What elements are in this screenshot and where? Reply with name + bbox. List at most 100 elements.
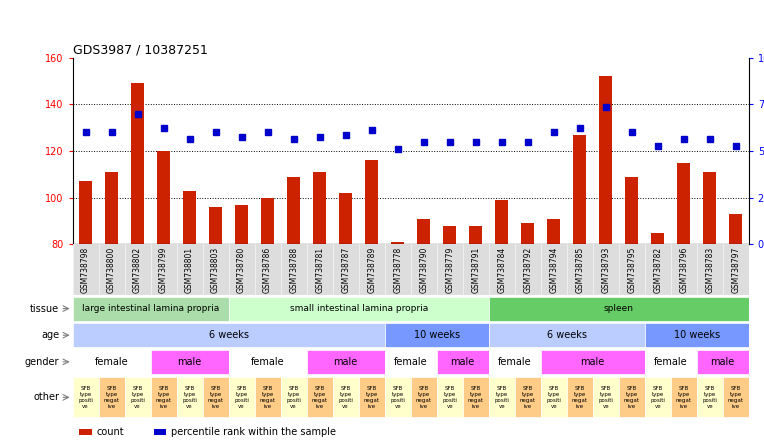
Bar bbox=[228, 297, 489, 321]
Bar bbox=[384, 350, 437, 374]
Text: GSM738789: GSM738789 bbox=[367, 247, 376, 293]
Text: SFB
type
positi
ve: SFB type positi ve bbox=[130, 386, 145, 408]
Bar bbox=[723, 377, 749, 417]
Text: GDS3987 / 10387251: GDS3987 / 10387251 bbox=[73, 44, 208, 56]
Bar bbox=[125, 377, 151, 417]
Text: female: female bbox=[251, 357, 284, 367]
Text: female: female bbox=[654, 357, 688, 367]
Text: GSM738781: GSM738781 bbox=[315, 247, 324, 293]
Text: SFB
type
negat
ive: SFB type negat ive bbox=[260, 386, 276, 408]
Bar bbox=[151, 350, 228, 374]
Text: GSM738783: GSM738783 bbox=[705, 247, 714, 293]
Text: SFB
type
negat
ive: SFB type negat ive bbox=[468, 386, 484, 408]
Bar bbox=[515, 377, 541, 417]
Bar bbox=[651, 233, 664, 244]
Text: GSM738790: GSM738790 bbox=[419, 247, 428, 293]
Bar bbox=[729, 214, 742, 244]
Text: SFB
type
positi
ve: SFB type positi ve bbox=[286, 386, 301, 408]
Text: GSM738796: GSM738796 bbox=[679, 247, 688, 293]
Text: GSM738795: GSM738795 bbox=[627, 247, 636, 293]
Bar bbox=[599, 76, 612, 244]
Text: SFB
type
negat
ive: SFB type negat ive bbox=[364, 386, 380, 408]
Bar bbox=[339, 193, 352, 244]
Text: SFB
type
negat
ive: SFB type negat ive bbox=[156, 386, 172, 408]
Bar bbox=[73, 297, 228, 321]
Text: gender: gender bbox=[24, 357, 59, 367]
Text: GSM738798: GSM738798 bbox=[81, 247, 90, 293]
Bar bbox=[228, 350, 306, 374]
Bar bbox=[645, 377, 671, 417]
Bar bbox=[183, 190, 196, 244]
Text: male: male bbox=[711, 357, 735, 367]
Text: SFB
type
negat
ive: SFB type negat ive bbox=[208, 386, 224, 408]
Text: GSM738778: GSM738778 bbox=[393, 247, 402, 293]
Text: SFB
type
positi
ve: SFB type positi ve bbox=[182, 386, 197, 408]
Text: GSM738791: GSM738791 bbox=[471, 247, 480, 293]
Text: spleen: spleen bbox=[604, 304, 633, 313]
Bar bbox=[154, 429, 166, 436]
Bar bbox=[547, 218, 560, 244]
Bar bbox=[619, 377, 645, 417]
Text: female: female bbox=[393, 357, 428, 367]
Text: SFB
type
positi
ve: SFB type positi ve bbox=[390, 386, 405, 408]
Bar bbox=[105, 172, 118, 244]
Bar bbox=[521, 223, 534, 244]
Bar bbox=[365, 160, 378, 244]
Bar bbox=[697, 350, 749, 374]
Bar bbox=[541, 350, 645, 374]
Bar bbox=[306, 377, 332, 417]
Text: 6 weeks: 6 weeks bbox=[209, 330, 248, 340]
Text: SFB
type
negat
ive: SFB type negat ive bbox=[520, 386, 536, 408]
Text: male: male bbox=[581, 357, 605, 367]
Bar bbox=[202, 377, 228, 417]
Text: count: count bbox=[96, 427, 124, 437]
Bar bbox=[677, 163, 690, 244]
Text: age: age bbox=[41, 330, 59, 340]
Bar bbox=[411, 377, 437, 417]
Bar bbox=[567, 377, 593, 417]
Bar bbox=[469, 226, 482, 244]
Bar bbox=[625, 177, 638, 244]
Text: GSM738793: GSM738793 bbox=[601, 247, 610, 293]
Text: SFB
type
positi
ve: SFB type positi ve bbox=[494, 386, 509, 408]
Text: SFB
type
negat
ive: SFB type negat ive bbox=[623, 386, 639, 408]
Bar bbox=[287, 177, 300, 244]
Bar bbox=[645, 323, 749, 347]
Bar bbox=[79, 429, 92, 436]
Text: GSM738792: GSM738792 bbox=[523, 247, 533, 293]
Bar bbox=[391, 242, 404, 244]
Bar bbox=[254, 377, 280, 417]
Bar bbox=[703, 172, 716, 244]
Bar bbox=[313, 172, 326, 244]
Bar bbox=[593, 377, 619, 417]
Text: SFB
type
positi
ve: SFB type positi ve bbox=[598, 386, 613, 408]
Text: GSM738794: GSM738794 bbox=[549, 247, 558, 293]
Bar bbox=[73, 323, 384, 347]
Text: GSM738786: GSM738786 bbox=[263, 247, 272, 293]
Text: GSM738799: GSM738799 bbox=[159, 247, 168, 293]
Bar bbox=[573, 135, 586, 244]
Text: male: male bbox=[177, 357, 202, 367]
Text: SFB
type
negat
ive: SFB type negat ive bbox=[675, 386, 691, 408]
Text: SFB
type
negat
ive: SFB type negat ive bbox=[104, 386, 120, 408]
Text: 6 weeks: 6 weeks bbox=[547, 330, 587, 340]
Text: SFB
type
negat
ive: SFB type negat ive bbox=[312, 386, 328, 408]
Text: GSM738780: GSM738780 bbox=[237, 247, 246, 293]
Text: small intestinal lamina propria: small intestinal lamina propria bbox=[290, 304, 428, 313]
Bar bbox=[417, 218, 430, 244]
Text: female: female bbox=[95, 357, 128, 367]
Text: male: male bbox=[334, 357, 358, 367]
Bar bbox=[131, 83, 144, 244]
Text: SFB
type
positi
ve: SFB type positi ve bbox=[702, 386, 717, 408]
Text: GSM738801: GSM738801 bbox=[185, 247, 194, 293]
Bar bbox=[79, 181, 92, 244]
Bar bbox=[645, 350, 697, 374]
Text: 10 weeks: 10 weeks bbox=[413, 330, 460, 340]
Bar bbox=[228, 377, 254, 417]
Text: female: female bbox=[498, 357, 532, 367]
Bar bbox=[73, 377, 99, 417]
Text: GSM738787: GSM738787 bbox=[342, 247, 350, 293]
Bar bbox=[489, 297, 749, 321]
Text: SFB
type
negat
ive: SFB type negat ive bbox=[571, 386, 588, 408]
Text: tissue: tissue bbox=[30, 304, 59, 313]
